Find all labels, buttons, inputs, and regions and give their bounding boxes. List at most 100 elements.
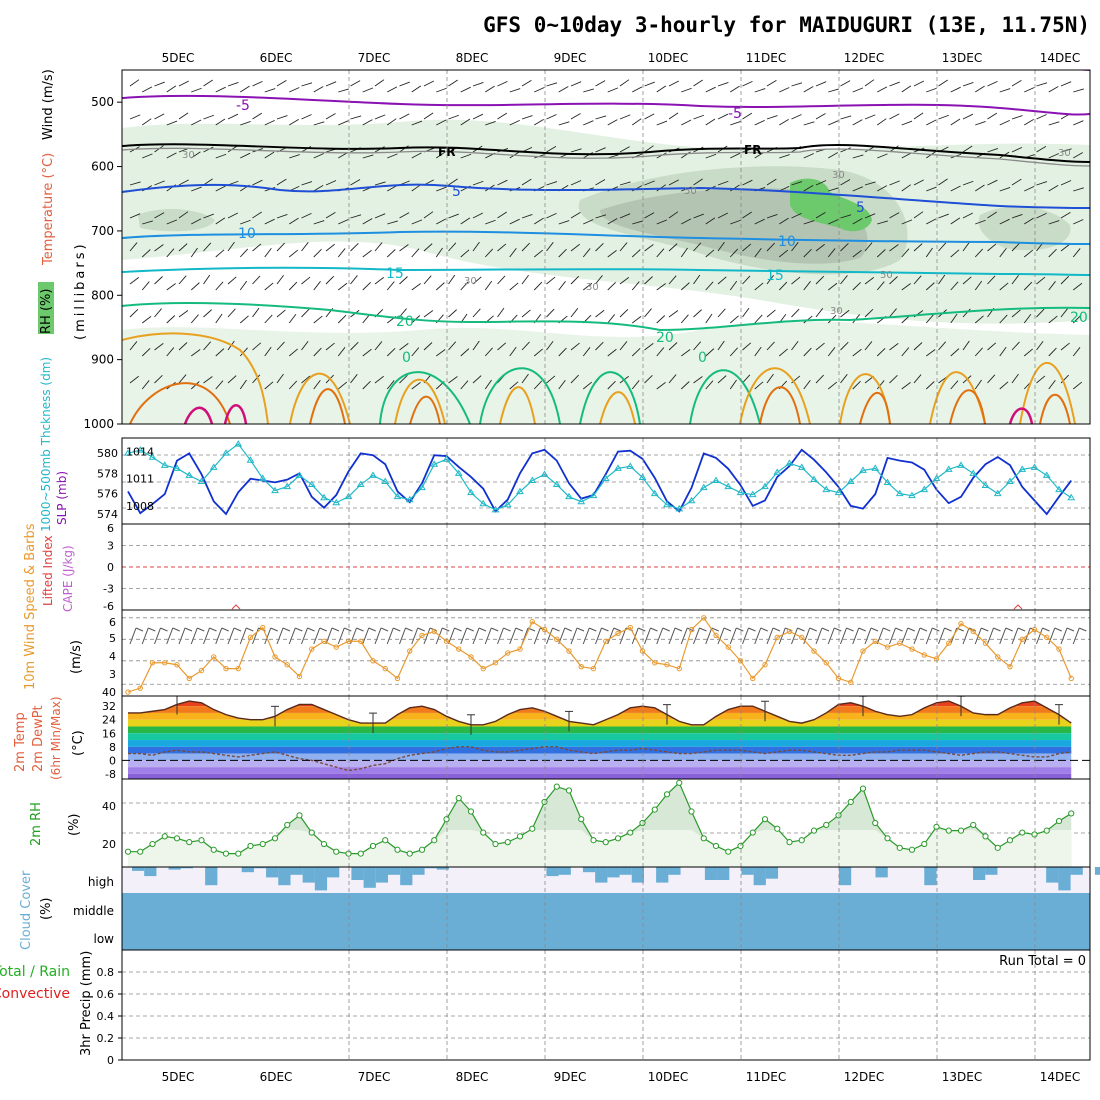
wind10m-barb	[270, 627, 278, 632]
rh2m-point	[1019, 829, 1026, 836]
high-cloud-bar	[558, 867, 571, 875]
wind-barb	[386, 348, 396, 357]
panel-frame	[121, 69, 1091, 425]
wind-barb	[607, 348, 617, 357]
wind10m-barb	[607, 627, 615, 645]
wind-barb	[925, 349, 936, 357]
high-cloud-bar	[607, 867, 620, 878]
wind-barb	[779, 87, 790, 93]
wind-barb	[386, 249, 396, 258]
thickness-marker	[430, 460, 439, 467]
wind-barb	[693, 274, 701, 285]
day-labels-top: 5DEC 6DEC 7DEC 8DEC 9DEC 10DEC 11DEC 12DEC 13DEC…	[162, 51, 1081, 65]
wind-barb	[889, 212, 900, 219]
wind-barb	[583, 120, 594, 126]
wind10m-barb	[380, 627, 389, 632]
thickness-marker	[883, 478, 892, 486]
wind10m-barb	[239, 627, 247, 645]
rh2m-point	[663, 791, 671, 798]
wind-barb	[852, 87, 864, 93]
wind-barb	[178, 80, 190, 87]
wind-barb	[436, 186, 447, 192]
wind10m-panel: 6 5 4 3 40 10m Wind Speed & Barbs (m/s)	[23, 523, 1090, 699]
wind-barb	[203, 242, 212, 252]
high-cloud-bar	[327, 867, 340, 878]
thickness-marker	[528, 476, 537, 483]
wind-barb	[1011, 309, 1021, 318]
wind-barb	[460, 153, 472, 159]
thickness-marker	[969, 469, 978, 476]
wind-barb	[521, 309, 531, 318]
panel-frame	[121, 949, 1091, 1061]
wind-barb	[166, 347, 175, 357]
day-label-top: 8DEC	[456, 51, 489, 65]
high-cloud-bar	[1046, 867, 1059, 883]
wind10m-point	[713, 632, 719, 639]
wind-barb	[484, 379, 492, 390]
wind-barb	[938, 79, 948, 87]
rh2m-point	[700, 835, 707, 842]
wind10m-line	[127, 616, 1072, 693]
thickness-marker	[944, 465, 953, 472]
day-label-bottom: 10DEC	[648, 1070, 688, 1084]
wind10m-point	[578, 663, 584, 670]
wind10m-point	[407, 648, 413, 654]
wind-barb	[142, 220, 153, 225]
day-label-bottom: 13DEC	[942, 1070, 982, 1084]
wind-barb	[337, 248, 346, 258]
wind-barb	[717, 308, 726, 318]
wind-barb	[1011, 79, 1022, 87]
wind-barb	[791, 276, 801, 285]
wind10m-point	[799, 634, 805, 641]
day-label-top: 7DEC	[358, 51, 391, 65]
wind10m-point	[394, 675, 401, 682]
wind-barb	[276, 373, 284, 384]
wind-barb	[472, 81, 484, 87]
thickness-marker	[871, 464, 880, 471]
wind-barb	[239, 315, 249, 324]
wind-barb	[1060, 275, 1070, 285]
thickness-marker	[344, 492, 353, 500]
wind10m-barb	[564, 627, 572, 632]
wind-barb	[178, 179, 189, 186]
wind-barb	[570, 374, 579, 384]
wind-barb	[693, 178, 703, 186]
rh2m-point	[186, 839, 193, 846]
wind-barb	[276, 178, 287, 186]
rh2m-point	[357, 850, 364, 857]
rh2m-point	[823, 821, 830, 829]
wind-barb	[350, 179, 361, 186]
wind10m-barb	[203, 627, 210, 645]
wind-barb	[778, 281, 788, 291]
wind-barb	[815, 211, 826, 219]
wind10m-point	[946, 640, 952, 646]
pressure-unit-label: (millibars)	[73, 241, 88, 340]
wind-barb	[264, 247, 272, 258]
wind-barb	[619, 213, 631, 219]
wind-barb	[705, 153, 717, 159]
wind-barb	[521, 242, 530, 252]
wind-barb	[1072, 347, 1081, 357]
cloud-unit: (%)	[39, 898, 54, 921]
wind-barb	[485, 120, 496, 126]
high-cloud-bar	[424, 867, 437, 869]
wind-barb	[301, 375, 311, 384]
wind10m-barb	[993, 627, 1001, 632]
wind10m-barb	[558, 627, 566, 645]
wind-barb	[644, 343, 654, 351]
rh2m-point	[639, 819, 646, 827]
wind10m-point	[664, 662, 670, 668]
wind10m-point	[431, 628, 437, 635]
wind-barb	[215, 217, 226, 225]
wind-barb	[852, 380, 861, 390]
rh2m-point	[320, 840, 328, 848]
wind-barb	[313, 248, 322, 258]
thickness-tick-label: 574	[97, 508, 118, 521]
rh2m-point	[627, 829, 634, 836]
wind-barb	[668, 243, 678, 252]
wind-barb	[975, 85, 985, 93]
wind-barb	[840, 374, 848, 384]
wind-barb	[877, 86, 888, 93]
wind-barb	[227, 276, 237, 285]
wind10m-barb	[399, 627, 406, 645]
